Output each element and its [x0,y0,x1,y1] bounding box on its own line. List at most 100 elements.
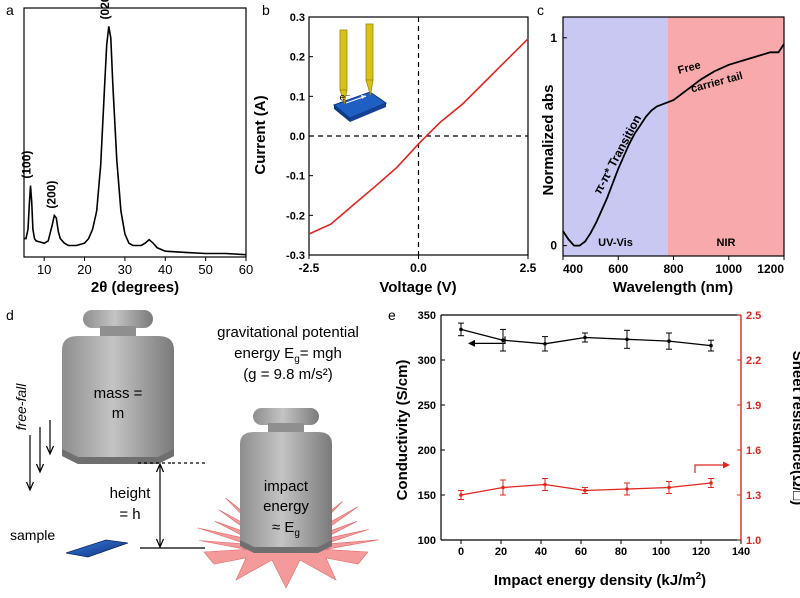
panel-e-data-point [459,327,463,332]
free-fall-arrows [25,420,55,492]
panel-e-data-point [625,337,629,342]
panel-e-data-point [667,485,671,490]
panel-e-left-tick-label: 150 [418,490,436,502]
panel-a-x-tick-label: 50 [198,262,212,277]
height-label-line-2: = h [119,506,140,523]
impact-label-line-1: impact [264,478,309,495]
panel-d: d mass = m free-fall height [6,307,379,589]
panel-e-letter: e [388,307,396,323]
panel-e-data-point [709,343,713,348]
panel-c-x-tick-label: 1200 [757,262,784,276]
panel-b-y-tick-label: -0.1 [286,171,305,183]
panel-c-y-tick-label: 1 [550,31,557,45]
panel-a-x-tick-label: 40 [158,262,172,277]
panel-a-x-tick-label: 20 [77,262,91,277]
panel-a-x-axis-label: 2θ (degrees) [91,279,179,296]
panel-c-x-tick-label: 400 [563,262,583,276]
gp-text-line-1: gravitational potential [217,324,359,341]
panel-a-x-tick-label: 30 [118,262,132,277]
panel-e-right-tick-label: 1.0 [746,535,761,547]
gp-text-line-2: energy Eg= mgh [234,345,342,365]
panel-a-frame [23,7,247,258]
panel-b-y-tick-label: 0.2 [290,52,305,64]
panel-e-x-tick-label: 20 [495,546,507,558]
panel-e-left-tick-label: 100 [418,535,436,547]
panel-e-x-tick-label: 100 [652,546,670,558]
impact-label-line-2: energy [263,498,309,515]
panel-a-peak-label: (020) [98,0,112,20]
gp-text-line-3: (g = 9.8 m/s²) [243,366,333,383]
panel-e-right-tick-label: 1.3 [746,490,761,502]
panel-e-left-tick-label: 200 [418,445,436,457]
sample-label: sample [10,527,55,543]
panel-e-right-axis-label: Sheet resistance(Ω/□) [789,351,800,505]
panel-c-letter: c [537,2,544,18]
panel-c-x-axis-label: Wavelength (nm) [613,279,733,296]
height-arrow [155,462,165,549]
panel-e-right-tick-label: 2.2 [746,355,761,367]
panel-b-x-tick-label: 0.0 [410,261,427,275]
panel-c-free-label: Free [677,59,703,77]
panel-e-x-tick-label: 120 [692,546,710,558]
panel-b-x-tick-label: 2.5 [520,261,537,275]
panel-b-y-axis-label: Current (A) [252,95,269,174]
panel-b-y-tick-label: -0.2 [286,210,305,222]
panel-b-electron-label: e⁻ [340,92,351,103]
panel-b-x-tick-label: -2.5 [299,261,320,275]
panel-e-right-axis-arrowhead [723,461,730,469]
free-fall-label: free-fall [13,383,29,431]
panel-c-x-tick-label: 800 [663,262,683,276]
mass-label-line-1: mass = [94,385,143,402]
panel-e-data-point [583,488,587,493]
panel-b-plot-area: -0.3 -0.2 -0.1 0.0 0.1 0.2 0.3 -2.5 0.0 2.5 [286,12,537,275]
panel-e-data-point [543,342,547,346]
panel-e-x-tick-label: 140 [732,546,750,558]
panel-a-plot-area: 10 20 30 40 50 60 (100) (200) (020) [19,0,253,277]
panel-e-right-axis-indicator [694,464,725,473]
panel-a-letter: a [6,2,14,18]
panel-b-y-tick-label: 0.3 [290,12,305,24]
falling-weight [62,310,174,464]
panel-a-x-tick-label: 10 [37,262,51,277]
panel-b-y-tick-label: 0.1 [290,91,305,103]
panel-a: a 10 20 30 40 50 60 (100) (200) (020) 2θ (degree… [6,0,253,296]
panel-c-y-axis-label: Normalized abs [540,85,557,196]
probe-inset-illustration [332,23,388,122]
panel-b-x-axis-label: Voltage (V) [379,279,456,296]
panel-c-region-label: NIR [717,237,736,249]
panel-e-data-point [709,481,713,485]
panel-e-right-tick-label: 2.5 [746,310,761,322]
panel-b-letter: b [262,2,270,18]
panel-b: b -0.3-0.2-0.10.00.10.20.3-2.5 0.0 2.5 e⁻ … [252,2,537,296]
panel-c-x-tick-label: 600 [608,262,628,276]
sample-illustration [65,539,129,558]
panel-e-right-tick-label: 1.6 [746,445,761,457]
mass-label-line-2: m [112,405,125,422]
impact-label-line-3: ≈ Eg [272,519,300,539]
panel-e-data-point [501,338,505,343]
panel-e-data-point [625,487,629,491]
panel-e-data-point [583,335,587,340]
panel-e-left-axis-arrowhead [468,339,475,347]
panel-e-left-tick-label: 250 [418,400,436,412]
panel-e-left-axis-label: Conductivity (S/cm) [394,360,411,501]
panel-e-left-tick-label: 350 [418,310,436,322]
panel-c-absorbance-curve [562,43,785,247]
panel-e-x-tick-label: 40 [535,546,547,558]
panel-d-letter: d [6,307,14,323]
panel-c-y-tick-label: 0 [550,239,557,253]
panel-e-data-point [459,493,463,497]
panel-e-x-tick-label: 60 [575,546,587,558]
panel-c-region [563,17,668,256]
panel-e: e 100 150 200 250 300 350 1.0 1.3 1.6 1.9 2.2 2.5 0 2… [388,307,800,589]
panel-a-series-line [24,26,247,256]
panel-c-x-tick-label: 1000 [715,262,742,276]
panel-e-data-point [667,339,671,343]
panel-e-x-tick-label: 0 [458,546,464,558]
panel-e-plot-area: 100 150 200 250 300 350 1.0 1.3 1.6 1.9 2.2 2.5 0 20 4… [418,310,762,558]
panel-e-left-axis-indicator [473,336,506,344]
panel-b-iv-curve [308,38,529,235]
